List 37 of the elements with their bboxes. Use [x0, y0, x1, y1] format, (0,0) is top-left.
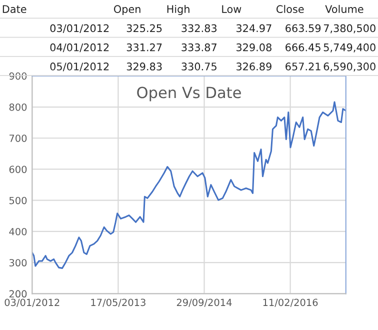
y-tick-label: 300 [9, 259, 27, 266]
text: 329.08 [236, 43, 272, 52]
x-tick-label: 29/09/2014 [176, 298, 232, 307]
text: High [167, 4, 190, 16]
text: 03/01/2012 [50, 24, 109, 33]
text: Date [2, 5, 26, 14]
x-tick-label: 11/02/2016 [263, 298, 318, 307]
text: 657.21 [286, 62, 320, 70]
x-tick-label: 03/01/2012 [4, 298, 60, 307]
text: Volume [325, 4, 364, 14]
x-tick-label: 17/05/2013 [91, 298, 146, 307]
line-series [32, 101, 346, 269]
text: 05/01/2012 [50, 62, 109, 72]
text: 663.59 [286, 24, 321, 32]
text: 666.45 [286, 43, 320, 52]
text: 330.75 [182, 62, 216, 70]
text: 329.83 [126, 62, 162, 70]
text: 333.87 [182, 43, 216, 52]
text: Open Vs Date [137, 86, 241, 102]
text: 325.25 [126, 24, 162, 32]
y-tick-label: 200 [9, 290, 27, 298]
text: 5,749,400 [324, 43, 376, 52]
text: 331.27 [126, 43, 162, 52]
y-tick-label: 500 [9, 196, 27, 204]
text: Open [114, 5, 140, 16]
text: Low [222, 5, 242, 14]
text: 326.89 [236, 62, 272, 70]
text: 332.83 [182, 24, 217, 32]
text: 7,380,500 [324, 24, 376, 34]
text: 324.97 [236, 24, 272, 32]
text: 04/01/2012 [50, 43, 109, 52]
y-tick-label: 700 [10, 134, 27, 142]
y-tick-label: 600 [9, 166, 27, 174]
text: Close [276, 4, 304, 14]
text: 6,590,300 [324, 62, 376, 72]
y-tick-label: 800 [9, 103, 27, 111]
y-tick-label: 400 [9, 228, 27, 236]
